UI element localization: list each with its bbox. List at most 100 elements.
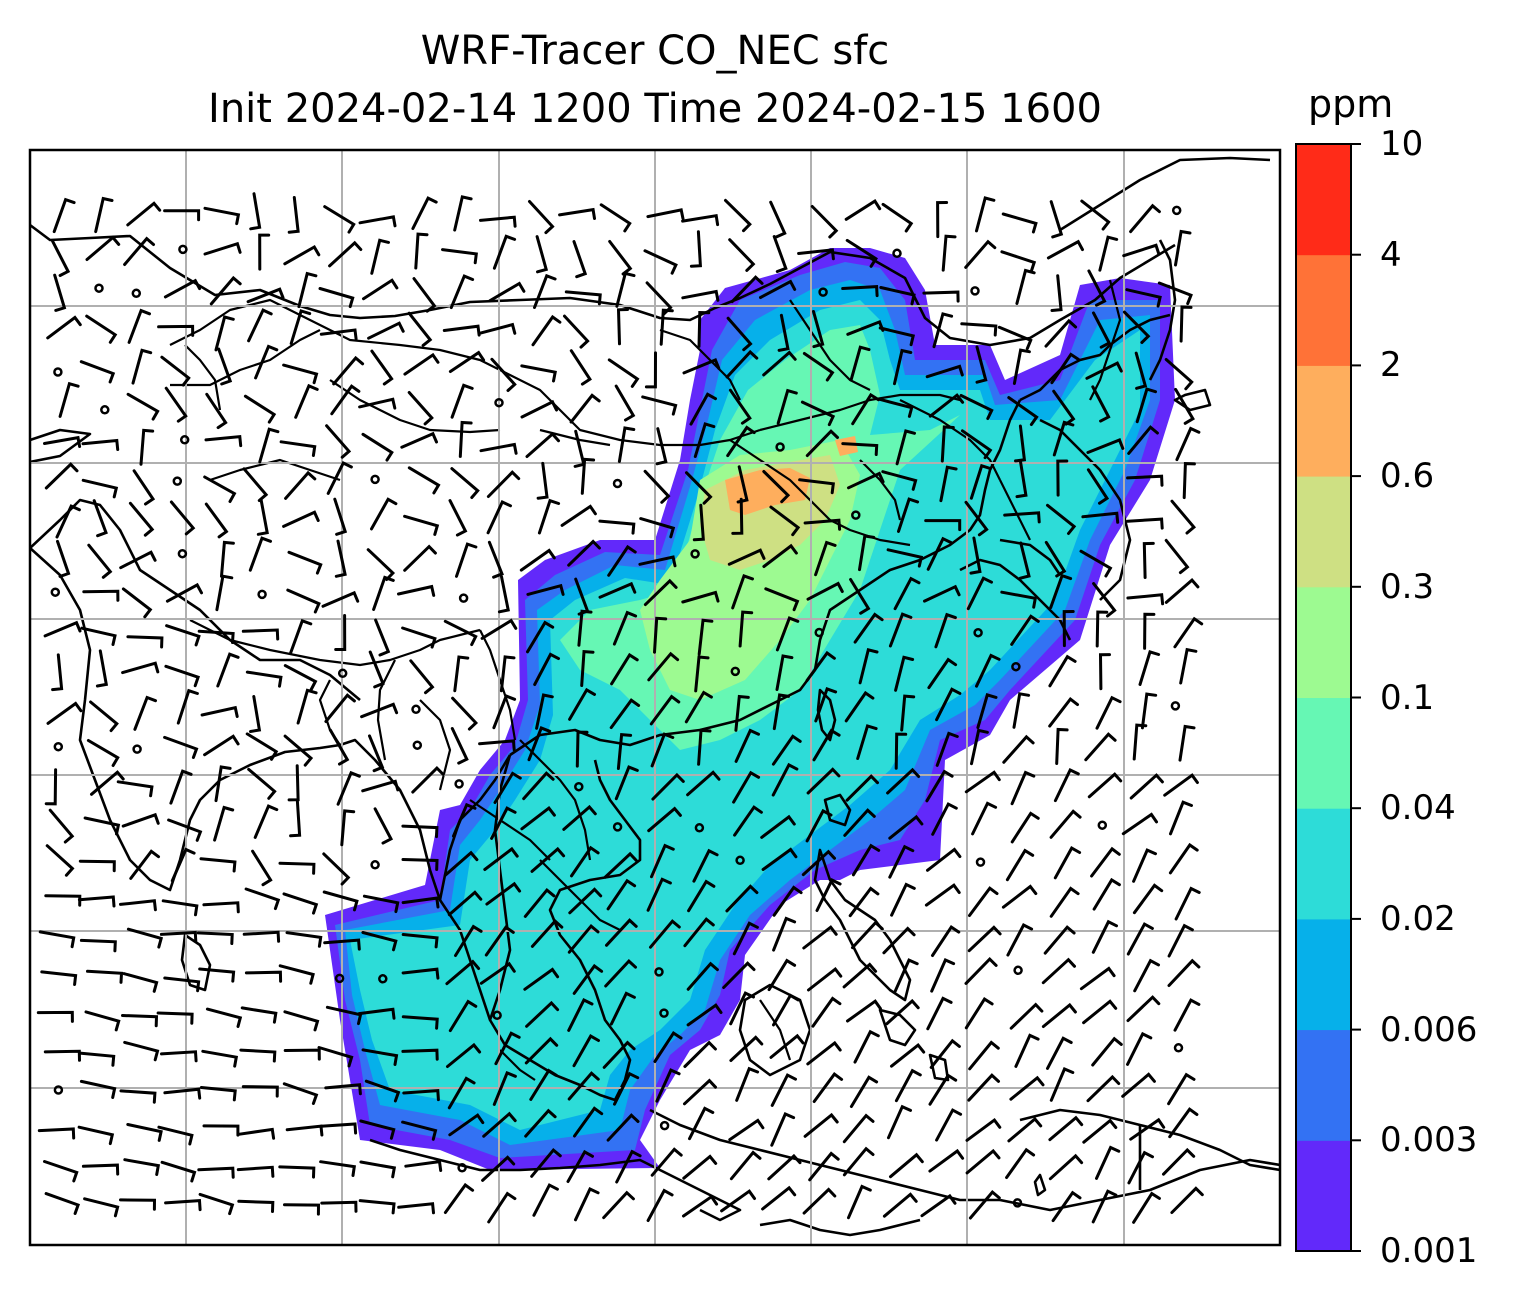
wind-barb bbox=[213, 805, 235, 842]
colorbar-tick-label: 0.003 bbox=[1380, 1120, 1478, 1161]
wind-barb bbox=[761, 1185, 797, 1211]
wind-barb bbox=[121, 1014, 159, 1028]
wind-barb bbox=[686, 961, 719, 991]
wind-barb bbox=[126, 927, 164, 949]
wind-barb bbox=[203, 734, 240, 757]
wind-barb bbox=[448, 1113, 485, 1137]
wind-barb bbox=[997, 325, 1033, 351]
wind-barb bbox=[926, 996, 953, 1031]
map-title-line2: Init 2024-02-14 1200 Time 2024-02-15 160… bbox=[208, 86, 1102, 132]
wind-barb bbox=[447, 890, 483, 917]
wind-barb bbox=[320, 1200, 358, 1213]
wind-barb bbox=[567, 923, 600, 954]
wind-barb bbox=[289, 618, 313, 655]
wind-barb bbox=[1168, 842, 1199, 875]
wind-barb bbox=[525, 431, 560, 458]
wind-barb bbox=[846, 999, 882, 1023]
wind-barb bbox=[1049, 886, 1080, 918]
wind-barb bbox=[157, 1125, 194, 1146]
calm-wind-circle bbox=[179, 435, 190, 445]
wind-barb bbox=[530, 846, 566, 873]
wind-barb bbox=[285, 1124, 324, 1137]
wind-barb bbox=[287, 764, 300, 802]
wind-barb bbox=[732, 770, 761, 804]
wind-barb bbox=[607, 358, 640, 388]
wind-barb bbox=[530, 1147, 562, 1178]
wind-barb bbox=[842, 962, 878, 989]
wind-barb bbox=[968, 1040, 1000, 1071]
wind-barb bbox=[411, 765, 445, 794]
wind-barb bbox=[253, 804, 279, 839]
wind-barb bbox=[968, 1189, 1001, 1220]
wind-barb bbox=[397, 1202, 435, 1215]
wind-barb bbox=[643, 469, 671, 504]
wind-barb bbox=[1001, 884, 1038, 909]
wind-barb bbox=[493, 771, 522, 804]
wind-barb bbox=[1091, 1036, 1123, 1067]
wind-barb bbox=[803, 518, 842, 531]
wind-barb bbox=[638, 555, 677, 568]
wind-barb bbox=[248, 536, 272, 572]
wind-barb bbox=[772, 693, 790, 731]
wind-barb bbox=[925, 364, 964, 379]
wind-barb bbox=[404, 1159, 443, 1172]
wind-barb bbox=[119, 899, 157, 912]
wind-barb bbox=[1169, 800, 1193, 836]
wind-barb bbox=[488, 281, 526, 303]
wind-barb bbox=[606, 878, 637, 911]
wind-barb bbox=[163, 209, 201, 222]
wind-barb bbox=[1132, 1191, 1161, 1224]
map-area bbox=[30, 150, 1280, 1245]
wind-barb bbox=[164, 386, 188, 423]
wind-barb bbox=[1082, 999, 1118, 1025]
calm-wind-circle bbox=[337, 668, 348, 679]
wind-barb bbox=[209, 275, 242, 306]
wind-barb bbox=[650, 732, 675, 768]
wind-barb bbox=[772, 993, 800, 1027]
wind-barb bbox=[220, 540, 235, 578]
wind-barb bbox=[297, 271, 318, 309]
wind-barb bbox=[659, 308, 674, 346]
wind-barb bbox=[1127, 425, 1159, 455]
wind-barb bbox=[1015, 460, 1028, 499]
wind-barb bbox=[598, 519, 636, 535]
wind-barb bbox=[885, 998, 920, 1026]
wind-barb bbox=[527, 726, 552, 762]
calm-wind-circle bbox=[334, 973, 345, 984]
wind-barb bbox=[1178, 724, 1196, 762]
wind-barb bbox=[247, 308, 273, 343]
wind-barb bbox=[370, 238, 390, 275]
wind-barb bbox=[283, 244, 321, 266]
wind-barb bbox=[453, 195, 473, 232]
wind-barb bbox=[1164, 358, 1194, 391]
wind-barb bbox=[443, 850, 479, 877]
wind-barb bbox=[1041, 957, 1076, 985]
wind-barb bbox=[373, 807, 394, 845]
wind-barb bbox=[400, 431, 438, 449]
wind-barb bbox=[169, 500, 196, 536]
wind-barb bbox=[128, 501, 155, 537]
wind-barb bbox=[922, 290, 960, 303]
wind-barb bbox=[841, 442, 879, 456]
wind-barb bbox=[573, 429, 586, 468]
wind-barb bbox=[1018, 541, 1031, 580]
wind-barb bbox=[847, 471, 885, 490]
wind-barb bbox=[1173, 998, 1201, 1032]
wind-barb bbox=[247, 767, 277, 800]
wind-barb bbox=[43, 435, 82, 448]
wind-barb bbox=[1086, 438, 1125, 454]
wind-barb bbox=[1167, 1072, 1196, 1106]
wind-barb bbox=[1010, 770, 1036, 806]
wind-barb bbox=[81, 1163, 120, 1176]
wind-barb bbox=[340, 809, 356, 847]
wind-barb bbox=[126, 635, 164, 649]
wind-barb bbox=[683, 1078, 717, 1106]
wind-barb bbox=[294, 383, 319, 419]
wind-barb bbox=[976, 693, 998, 730]
wind-barb bbox=[169, 769, 193, 805]
wind-barb bbox=[126, 201, 162, 227]
colorbar-tick-label: 2 bbox=[1380, 345, 1402, 386]
colorbar-segment bbox=[1296, 586, 1351, 698]
wind-barb bbox=[499, 655, 516, 693]
wind-barb bbox=[1048, 654, 1077, 688]
